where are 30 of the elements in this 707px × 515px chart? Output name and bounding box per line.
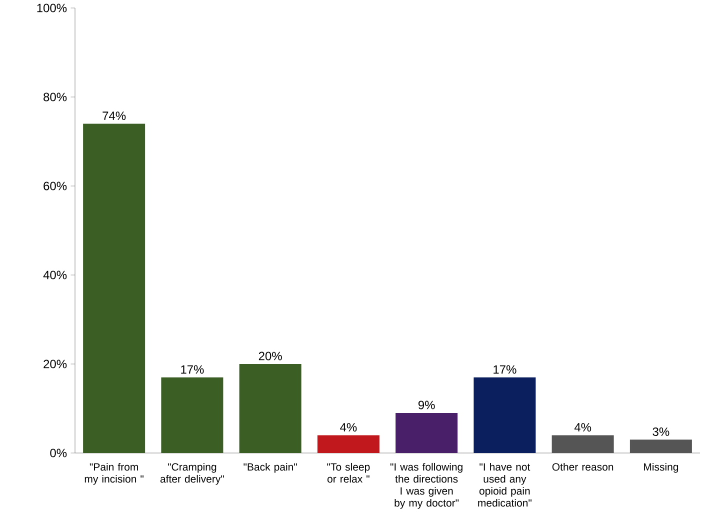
data-label: 4% xyxy=(574,423,592,432)
data-label: 4% xyxy=(340,423,357,432)
x-tick-label: "Cramping after delivery" xyxy=(160,462,224,485)
bar xyxy=(83,124,146,453)
bar xyxy=(161,377,224,453)
data-label: 17% xyxy=(181,365,204,374)
y-tick-label: 20% xyxy=(44,360,67,368)
bar xyxy=(630,440,692,453)
bar xyxy=(239,364,302,453)
x-tick-label: "Pain from my incision " xyxy=(84,462,144,485)
x-tick-label: "To sleep or relax " xyxy=(327,462,370,483)
y-tick-label: 0% xyxy=(50,448,67,458)
data-label: 9% xyxy=(418,400,435,410)
y-tick-label: 100% xyxy=(37,4,67,12)
bar xyxy=(317,435,380,453)
x-tick-label: "Back pain" xyxy=(244,462,297,473)
x-tick-label: "I was following the directions I was given by my doctor" xyxy=(390,462,462,509)
y-tick-label: 40% xyxy=(43,270,67,280)
x-tick-label: Other reason xyxy=(552,462,614,471)
data-label: 74% xyxy=(102,112,126,120)
y-tick-label: 60% xyxy=(44,182,67,190)
x-tick-label: "I have not used any opioid pain medication" xyxy=(478,462,532,507)
y-tick-label: 80% xyxy=(44,92,67,102)
data-label: 17% xyxy=(494,365,516,374)
x-tick-label: Missing xyxy=(644,462,678,473)
data-label: 3% xyxy=(652,427,670,436)
bar xyxy=(474,377,536,453)
data-label: 20% xyxy=(258,352,282,360)
bar xyxy=(552,435,614,453)
bar xyxy=(396,412,458,453)
